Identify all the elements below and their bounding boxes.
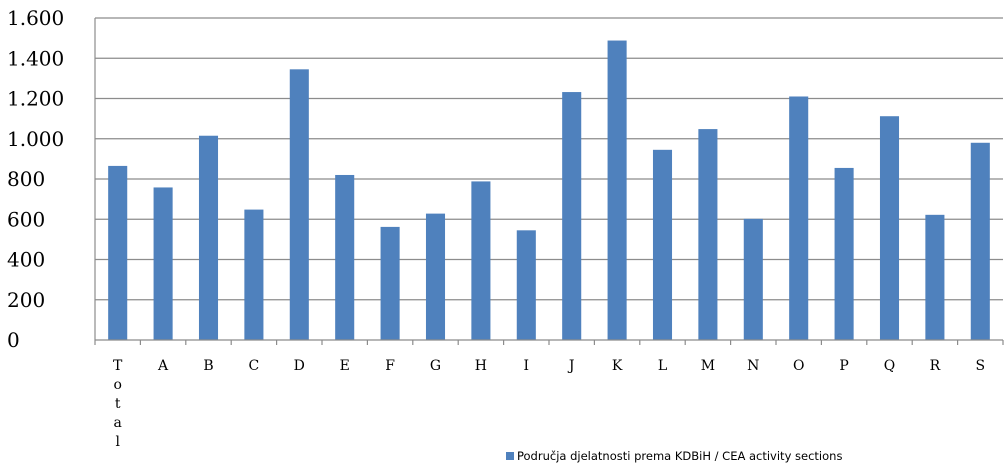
- bar: [471, 181, 491, 340]
- bar: [198, 135, 219, 340]
- y-tick-label: 200: [7, 288, 45, 312]
- x-tick-label: Q: [884, 358, 895, 374]
- x-tick-label: M: [701, 358, 715, 374]
- y-axis-ticks: 0 200 400 600 800 1.000 1.200 1.400 1.600: [7, 6, 64, 352]
- bar: [698, 129, 718, 340]
- bar: [879, 116, 900, 341]
- bar: [153, 187, 173, 340]
- x-tick-label: A: [157, 358, 169, 374]
- x-tick-label: H: [475, 358, 487, 374]
- y-tick-label: 1.600: [7, 6, 64, 30]
- x-tick-label: R: [930, 358, 941, 374]
- x-tick-label: F: [385, 358, 395, 374]
- y-tick-label: 1.400: [7, 46, 64, 70]
- x-tick-label: I: [524, 358, 530, 374]
- gridlines: [95, 17, 1003, 301]
- axes: [94, 18, 1004, 345]
- x-tick-label: C: [249, 358, 260, 374]
- y-tick-label: 600: [7, 207, 45, 231]
- y-tick-label: 400: [7, 248, 45, 272]
- bar: [607, 40, 627, 340]
- bar: [834, 167, 854, 340]
- x-tick-label: E: [340, 358, 350, 374]
- x-tick-label: J: [567, 358, 575, 374]
- legend: Područja djelatnosti prema KDBiH / CEA a…: [506, 449, 842, 463]
- x-tick-label: O: [793, 358, 804, 374]
- x-tick-label: L: [658, 358, 667, 374]
- bar: [108, 165, 128, 340]
- bar: [244, 209, 264, 340]
- y-tick-label: 1.200: [7, 87, 64, 111]
- legend-label: Područja djelatnosti prema KDBiH / CEA a…: [517, 449, 842, 463]
- bar: [652, 149, 673, 340]
- x-tick-label: B: [203, 358, 213, 374]
- bar-series: [108, 40, 990, 341]
- x-tick-label: P: [839, 358, 848, 374]
- legend-swatch: [506, 452, 514, 460]
- bar: [789, 96, 809, 340]
- y-tick-label: 0: [7, 328, 20, 352]
- y-tick-label: 800: [7, 167, 45, 191]
- bar: [970, 142, 990, 340]
- y-tick-label: 1.000: [7, 127, 64, 151]
- x-tick-label: S: [976, 358, 986, 374]
- x-tick-label: K: [612, 358, 623, 374]
- bar: [743, 218, 763, 340]
- bar: [925, 214, 945, 340]
- bar: [380, 226, 400, 340]
- x-tick-label: D: [294, 358, 305, 374]
- x-tick-label: N: [747, 358, 759, 374]
- bar: [289, 69, 309, 340]
- bar: [425, 213, 446, 340]
- x-tick-label: G: [430, 358, 441, 374]
- bar: [335, 174, 355, 340]
- bar: [516, 230, 536, 340]
- bar: [562, 92, 582, 340]
